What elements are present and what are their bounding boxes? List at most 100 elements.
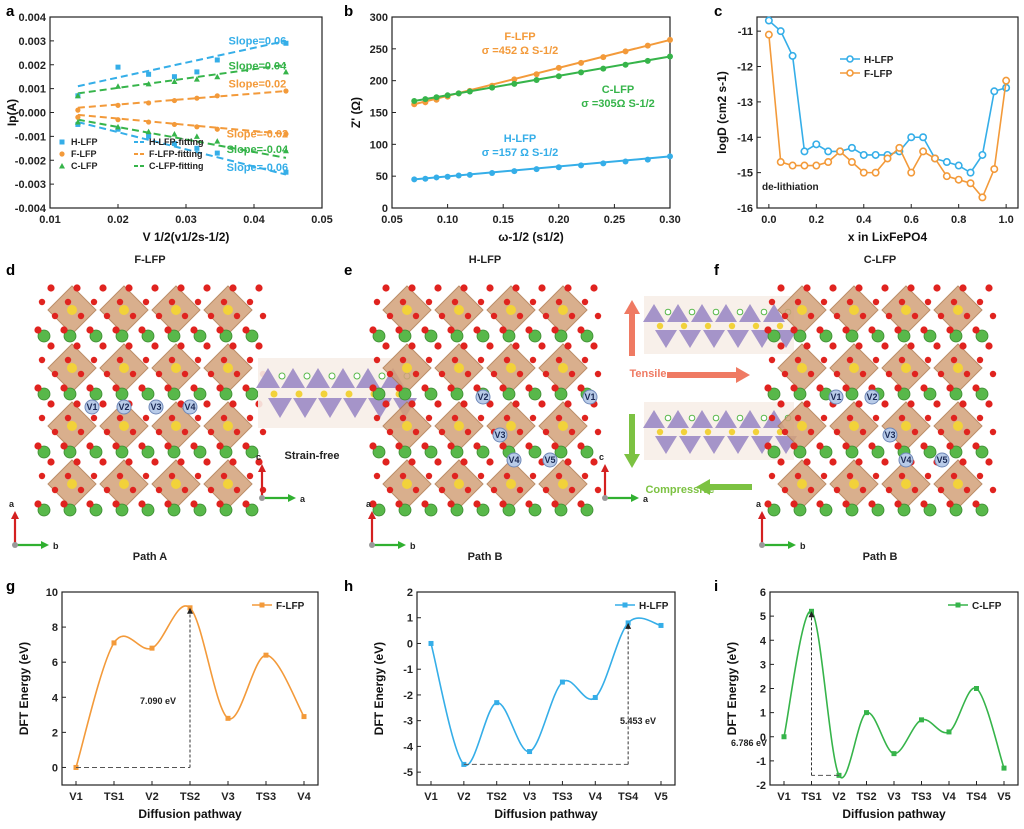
point-H-1-2	[146, 133, 152, 139]
oxygen-atom	[868, 500, 876, 508]
li-atom	[398, 503, 412, 517]
axis-arrowhead	[631, 494, 639, 502]
point-F-2-6	[283, 88, 289, 94]
x-tick-label-b: 0.25	[604, 214, 625, 226]
point-F-5	[824, 158, 833, 167]
axis-arrowhead	[11, 511, 19, 519]
oxygen-atom	[820, 472, 828, 480]
oxygen-atom	[116, 356, 124, 364]
category-label-i-5: TS3	[911, 791, 931, 803]
oxygen-atom	[86, 442, 94, 450]
category-label-g-2: V2	[145, 791, 158, 803]
li-atom	[219, 329, 233, 343]
oxygen-atom	[525, 442, 533, 450]
point-F-9	[871, 168, 880, 177]
panel-letter-d: d	[6, 262, 15, 279]
po4-tetrahedron	[775, 436, 797, 454]
oxygen-atom	[164, 442, 172, 450]
point-C-5	[466, 88, 473, 95]
oxygen-atom	[898, 472, 906, 480]
oxygen-atom	[399, 472, 407, 480]
y-tick-label-b: 150	[370, 108, 388, 120]
oxygen-atom	[764, 326, 772, 334]
category-label-h-7: V5	[654, 791, 667, 803]
oxygen-atom	[99, 342, 107, 350]
oxygen-atom	[408, 458, 416, 466]
fe-atom	[67, 363, 77, 373]
oxygen-atom	[898, 414, 906, 422]
oxygen-atom	[985, 400, 993, 408]
point-H-18	[978, 150, 987, 159]
oxygen-atom	[151, 284, 159, 292]
oxygen-atom	[86, 500, 94, 508]
oxygen-atom	[911, 486, 919, 494]
y-tick-label-i: 0	[760, 732, 766, 744]
axis-arrowhead	[601, 464, 609, 472]
oxygen-atom	[807, 486, 815, 494]
oxygen-atom	[911, 312, 919, 320]
x-tick-label-b: 0.20	[548, 214, 569, 226]
li-atom	[554, 503, 568, 517]
fit-line-C-3	[77, 118, 287, 159]
point-F-7	[847, 158, 856, 167]
oxygen-atom	[151, 342, 159, 350]
axis-arrowhead	[288, 494, 296, 502]
y-tick-label-h: -3	[403, 716, 413, 728]
oxygen-atom	[846, 472, 854, 480]
li-atom	[167, 329, 181, 343]
oxygen-atom	[972, 442, 980, 450]
oxygen-atom	[486, 284, 494, 292]
li-atom	[528, 445, 542, 459]
oxygen-atom	[590, 284, 598, 292]
oxygen-atom	[220, 472, 228, 480]
oxygen-atom	[564, 400, 572, 408]
oxygen-atom	[99, 400, 107, 408]
oxygen-atom	[777, 458, 785, 466]
oxygen-atom	[103, 428, 111, 436]
oxygen-atom	[781, 428, 789, 436]
po4-tetrahedron	[667, 410, 689, 428]
category-label-i-4: V3	[887, 791, 900, 803]
point-C-4-6	[282, 68, 289, 75]
fe-atom	[901, 363, 911, 373]
y-tick-label-b: 200	[370, 76, 388, 88]
oxygen-atom	[421, 442, 429, 450]
oxygen-atom	[477, 298, 485, 306]
fe-atom	[454, 479, 464, 489]
oxygen-atom	[581, 472, 589, 480]
axis-origin	[369, 542, 375, 548]
oxygen-atom	[820, 298, 828, 306]
fe-atom	[454, 363, 464, 373]
oxygen-atom	[34, 326, 42, 334]
oxygen-atom	[512, 284, 520, 292]
li-atom	[897, 503, 911, 517]
oxygen-atom	[820, 356, 828, 364]
category-label-i-1: TS1	[801, 791, 821, 803]
oxygen-atom	[369, 500, 377, 508]
oxygen-atom	[933, 284, 941, 292]
li-atom	[897, 329, 911, 343]
oxygen-atom	[855, 284, 863, 292]
axis-arrowhead	[758, 511, 766, 519]
li-atom	[476, 329, 490, 343]
fe-atom	[849, 363, 859, 373]
oxygen-atom	[412, 370, 420, 378]
point-F-3-3	[171, 121, 178, 128]
oxygen-atom	[829, 284, 837, 292]
series-label-C: C-LFP	[602, 84, 634, 96]
oxygen-atom	[803, 400, 811, 408]
oxygen-atom	[99, 284, 107, 292]
panel-letter-h: h	[344, 578, 353, 595]
panel-letter-c: c	[714, 3, 722, 20]
oxygen-atom	[203, 342, 211, 350]
chart-energy-h-lfp: V1 V2 TS2 V3 TS3 V4 TS4 V5 2 1 0 -1 -2 -3 -4 -5 5.453 eV…	[372, 587, 676, 821]
oxygen-atom	[259, 312, 267, 320]
point-H-8	[859, 150, 868, 159]
li-atom	[372, 445, 386, 459]
oxygen-atom	[963, 370, 971, 378]
oxygen-atom	[438, 486, 446, 494]
y-tick-label-h: -4	[403, 741, 414, 753]
point-F-13	[919, 147, 928, 156]
point-F-2-3	[171, 97, 178, 104]
oxygen-atom	[577, 384, 585, 392]
